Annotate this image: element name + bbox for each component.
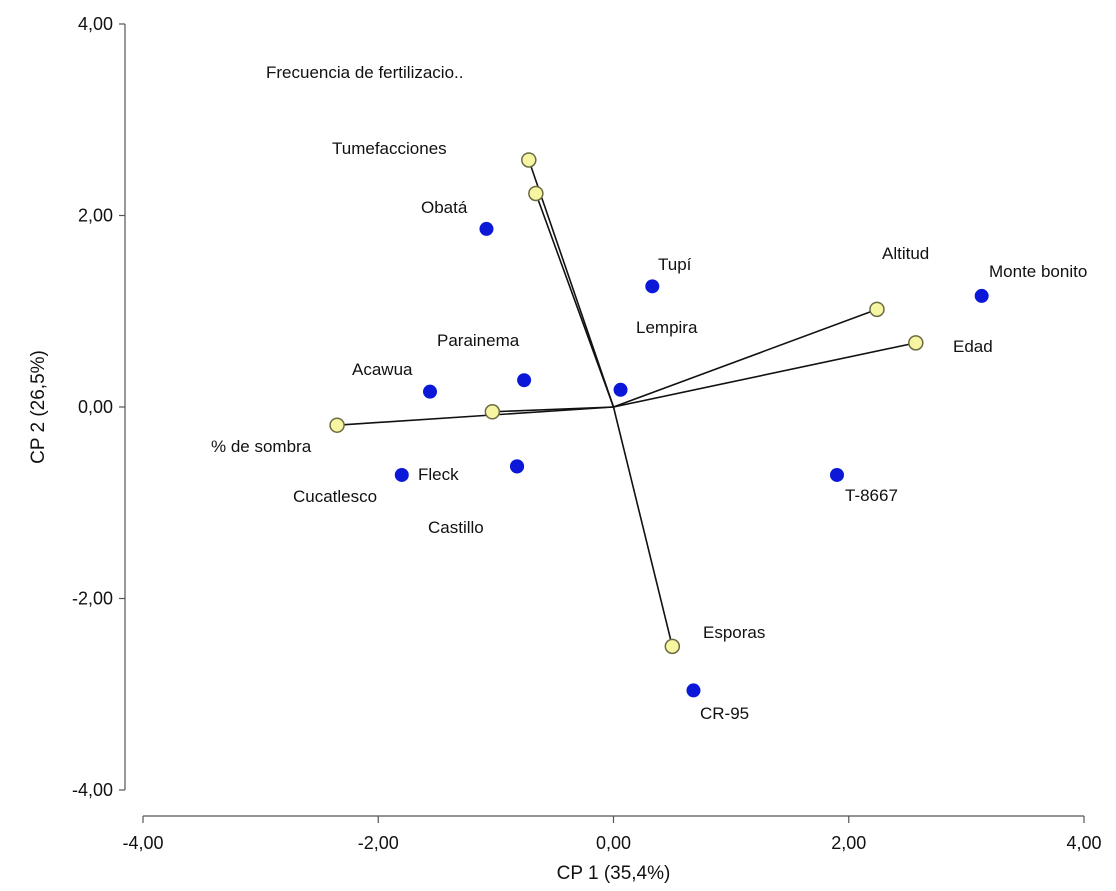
variable-label-esporas: Esporas <box>703 623 765 642</box>
variable-point-edad <box>908 335 924 351</box>
variable-label-de-sombra: % de sombra <box>211 437 312 456</box>
variable-point-de-sombra <box>329 417 345 433</box>
observation-label-t-8667: T-8667 <box>845 486 898 505</box>
variable-point-esporas <box>664 638 681 655</box>
observation-point-parainema <box>517 373 532 388</box>
observation-label-cucatlesco: Cucatlesco <box>293 487 377 506</box>
observation-label-lempira: Lempira <box>636 318 698 337</box>
observation-point-cr-95 <box>686 683 701 698</box>
observation-label-castillo: Castillo <box>428 518 484 537</box>
variable-label-tumefacciones: Tumefacciones <box>332 139 447 158</box>
y-tick-label: -4,00 <box>72 780 113 800</box>
observation-label-acawua: Acawua <box>352 360 413 379</box>
y-tick-label: 4,00 <box>78 14 113 34</box>
x-axis-title: CP 1 (35,4%) <box>557 863 671 884</box>
y-axis-title: CP 2 (26,5%) <box>28 350 49 464</box>
observation-point-monte-bonito <box>974 288 989 303</box>
observation-label-tupi: Tupí <box>658 255 692 274</box>
variable-label-altitud: Altitud <box>882 244 929 263</box>
axes-layer: -4,00 -2,00 0,00 2,00 4,00 -4,00 -2,00 0,00 2,00… <box>72 14 1102 853</box>
x-tick-label: 4,00 <box>1066 833 1101 853</box>
variable-point-unlabeled-5 <box>484 404 501 420</box>
x-tick-label: 0,00 <box>596 833 631 853</box>
observation-point-castillo <box>510 459 525 474</box>
observation-label-parainema: Parainema <box>437 331 520 350</box>
y-tick-label: 0,00 <box>78 397 113 417</box>
observation-point-lempira <box>613 382 628 397</box>
variable-vector <box>492 406 614 413</box>
variable-label-edad: Edad <box>953 337 993 356</box>
y-tick-label: -2,00 <box>72 589 113 609</box>
variable-label-frecuencia-de-fertilizacio: Frecuencia de fertilizacio.. <box>266 63 463 82</box>
variable-vector <box>535 193 615 408</box>
observation-point-obata <box>479 221 494 236</box>
variable-point-tumefacciones <box>528 185 544 202</box>
observation-point-acawua <box>423 384 438 399</box>
points-layer <box>329 152 989 698</box>
variable-vector <box>528 159 615 408</box>
observation-point-cucatlesco <box>394 467 409 482</box>
x-tick-label: -4,00 <box>122 833 163 853</box>
observation-label-obata: Obatá <box>421 198 468 217</box>
variable-point-altitud <box>869 301 885 318</box>
variable-vector <box>337 406 614 426</box>
observation-point-tupi <box>645 279 660 294</box>
observation-label-fleck: Fleck <box>418 465 459 484</box>
x-tick-label: -2,00 <box>358 833 399 853</box>
variable-vector <box>613 342 916 408</box>
variable-point-frecuencia-de-fertilizacio <box>521 152 537 168</box>
observation-label-cr-95: CR-95 <box>700 704 749 723</box>
x-tick-label: 2,00 <box>831 833 866 853</box>
vectors-layer <box>337 159 916 647</box>
variable-vector <box>613 308 878 408</box>
observation-label-monte-bonito: Monte bonito <box>989 262 1087 281</box>
observation-point-t-8667 <box>829 467 844 482</box>
y-tick-label: 2,00 <box>78 206 113 226</box>
variable-vector <box>612 406 674 647</box>
labels-layer: Obatá Tupí Monte bonito Acawua Parainema Lemp… <box>211 63 1087 723</box>
